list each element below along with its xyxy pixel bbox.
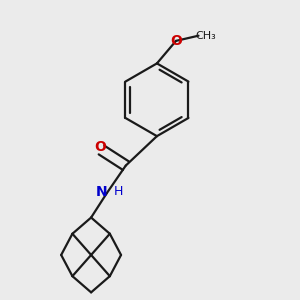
Text: H: H <box>114 185 124 198</box>
Text: O: O <box>94 140 106 154</box>
Text: CH₃: CH₃ <box>196 31 217 41</box>
Text: O: O <box>170 34 182 48</box>
Text: N: N <box>96 184 107 199</box>
